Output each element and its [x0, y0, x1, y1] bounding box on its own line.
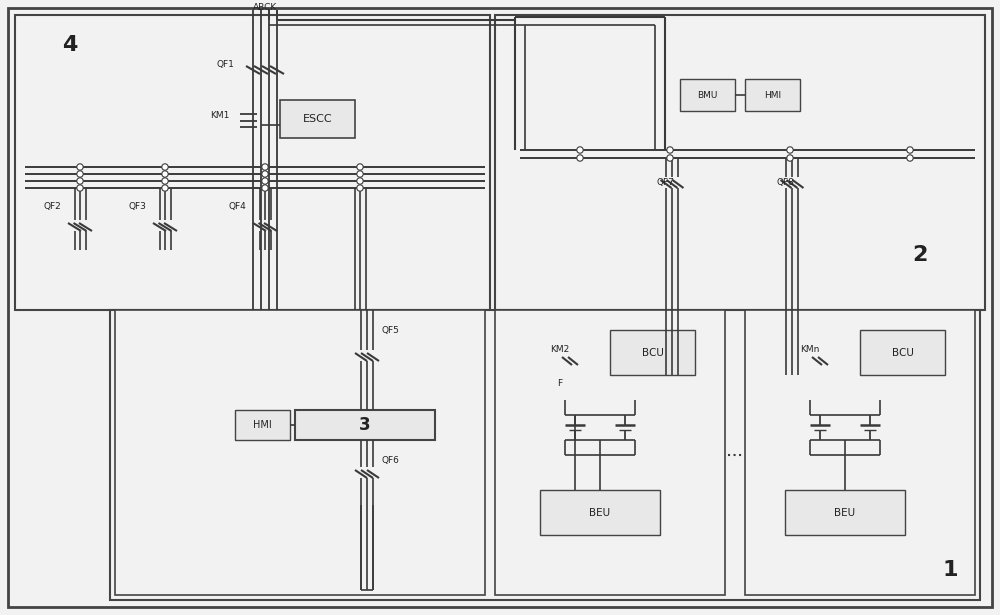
Bar [15, 15, 490, 310]
Text: BCU: BCU [642, 347, 663, 357]
Bar [115, 310, 485, 595]
Circle shape [357, 171, 363, 177]
Circle shape [262, 184, 268, 191]
Text: QF7: QF7 [656, 178, 674, 188]
Text: BCU: BCU [892, 347, 913, 357]
Text: 2: 2 [912, 245, 928, 265]
Circle shape [262, 178, 268, 184]
Bar [745, 310, 975, 595]
Text: BEU: BEU [589, 507, 611, 517]
Circle shape [907, 155, 913, 161]
Circle shape [162, 171, 168, 177]
Text: KM2: KM2 [550, 346, 570, 354]
Bar [610, 330, 695, 375]
Text: QF2: QF2 [43, 202, 61, 212]
Text: QF8: QF8 [776, 178, 794, 188]
Text: 3: 3 [359, 416, 371, 434]
Text: ESCC: ESCC [303, 114, 332, 124]
Text: QF5: QF5 [381, 325, 399, 335]
Circle shape [577, 147, 583, 153]
Bar [280, 100, 355, 138]
Text: 4: 4 [62, 35, 78, 55]
Circle shape [357, 178, 363, 184]
Bar [495, 15, 985, 310]
Text: QF4: QF4 [228, 202, 246, 212]
Text: ABCK: ABCK [253, 2, 277, 12]
Text: KM1: KM1 [210, 111, 230, 119]
Text: QF6: QF6 [381, 456, 399, 464]
Circle shape [77, 184, 83, 191]
Circle shape [262, 164, 268, 170]
Bar [295, 410, 435, 440]
Text: 1: 1 [942, 560, 958, 580]
Circle shape [907, 147, 913, 153]
Circle shape [162, 184, 168, 191]
Bar [745, 79, 800, 111]
Circle shape [577, 155, 583, 161]
Circle shape [77, 178, 83, 184]
Circle shape [667, 147, 673, 153]
Text: F: F [557, 378, 563, 387]
Text: QF1: QF1 [216, 60, 234, 69]
Circle shape [162, 178, 168, 184]
Circle shape [357, 184, 363, 191]
Circle shape [357, 164, 363, 170]
Bar [495, 310, 725, 595]
Circle shape [262, 171, 268, 177]
Circle shape [77, 164, 83, 170]
Bar [235, 410, 290, 440]
Text: BEU: BEU [834, 507, 856, 517]
Bar [785, 490, 905, 535]
Bar [540, 490, 660, 535]
Text: BMU: BMU [697, 90, 718, 100]
Circle shape [162, 164, 168, 170]
Bar [110, 310, 980, 600]
Circle shape [667, 155, 673, 161]
Circle shape [77, 171, 83, 177]
Text: QF3: QF3 [128, 202, 146, 212]
Text: KMn: KMn [800, 346, 820, 354]
Bar [860, 330, 945, 375]
Text: HMI: HMI [253, 420, 272, 430]
Bar [680, 79, 735, 111]
Circle shape [787, 147, 793, 153]
Circle shape [787, 155, 793, 161]
Text: HMI: HMI [764, 90, 781, 100]
